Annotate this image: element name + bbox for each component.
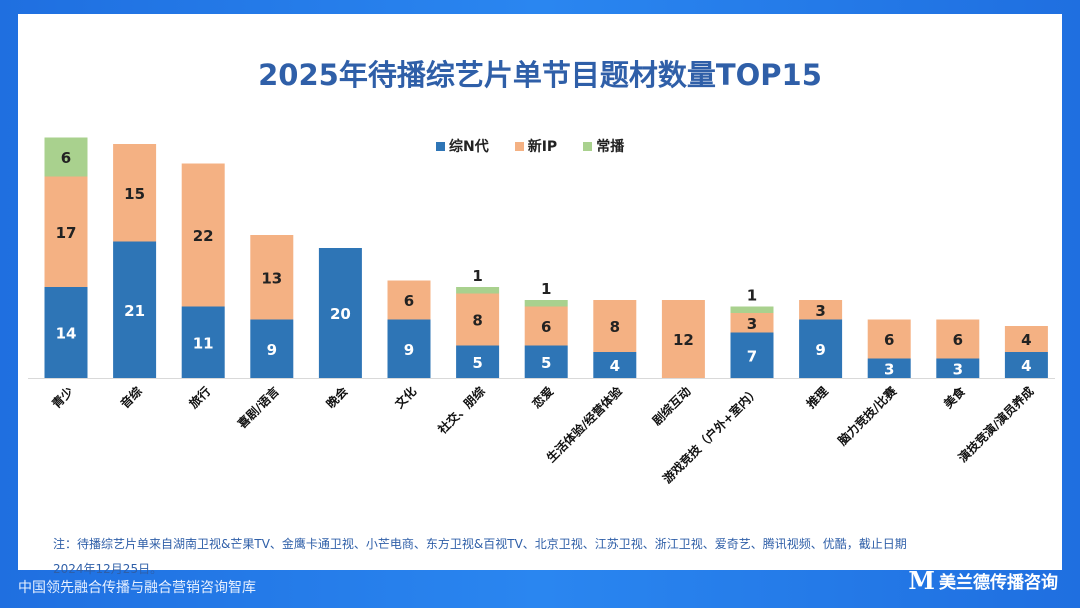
data-label-1-5: 6: [404, 292, 414, 310]
bar-1-3: [250, 235, 294, 320]
data-label-1-11: 3: [815, 302, 825, 320]
category-label-0: 青少: [49, 384, 77, 412]
footer-slogan: 中国领先融合传播与融合营销咨询智库: [18, 580, 256, 596]
bar-0-6: [456, 345, 500, 378]
bar-0-14: [1004, 352, 1048, 378]
bar-1-14: [1004, 326, 1048, 352]
data-label-2-0: 6: [61, 149, 71, 167]
data-label-1-9: 12: [673, 331, 694, 349]
bar-1-6: [456, 293, 500, 346]
bar-0-1: [113, 241, 157, 378]
legend-item-series-0: 综N代: [436, 136, 489, 156]
data-label-2-7: 1: [541, 280, 551, 298]
bar-0-10: [730, 332, 774, 378]
data-label-1-12: 6: [884, 331, 894, 349]
brand-logo-mark: M: [908, 565, 935, 595]
bar-0-13: [936, 358, 980, 378]
data-label-2-10: 1: [747, 287, 757, 305]
data-label-0-3: 9: [267, 341, 277, 359]
data-label-1-2: 22: [193, 227, 214, 245]
category-label-4: 晚会: [323, 383, 351, 411]
data-label-1-3: 13: [261, 269, 282, 287]
data-label-0-5: 9: [404, 341, 414, 359]
data-label-1-0: 17: [56, 224, 77, 242]
legend-item-series-2: 常播: [583, 136, 624, 156]
data-label-0-13: 3: [953, 360, 963, 378]
bar-0-3: [250, 319, 294, 378]
data-label-2-6: 1: [472, 267, 482, 285]
bar-2-10: [730, 306, 774, 313]
bar-1-8: [593, 300, 637, 352]
chart-title: 2025年待播综艺片单节目题材数量TOP15: [258, 58, 822, 92]
data-label-0-7: 5: [541, 354, 551, 372]
footnote-line-1: 注：待播综艺片单来自湖南卫视&芒果TV、金鹰卡通卫视、小芒电商、东方卫视&百视T…: [53, 537, 907, 551]
category-label-14: 演技竞演/演员养成: [955, 384, 1037, 466]
data-label-1-14: 4: [1021, 331, 1031, 349]
bar-2-7: [524, 300, 568, 307]
bar-1-13: [936, 319, 980, 359]
category-label-3: 喜剧/语言: [234, 384, 282, 432]
bar-1-5: [387, 280, 431, 320]
footnote: 注：待播综艺片单来自湖南卫视&芒果TV、金鹰卡通卫视、小芒电商、东方卫视&百视T…: [53, 532, 1033, 582]
bar-1-1: [113, 144, 157, 242]
legend-label-2: 常播: [596, 139, 625, 155]
data-label-0-14: 4: [1021, 357, 1031, 375]
bar-1-7: [524, 306, 568, 346]
bar-0-4: [318, 248, 362, 378]
data-label-0-6: 5: [472, 354, 482, 372]
data-label-0-12: 3: [884, 360, 894, 378]
bar-0-0: [44, 287, 88, 378]
data-label-1-13: 6: [953, 331, 963, 349]
bar-0-7: [524, 345, 568, 378]
bar-1-10: [730, 313, 774, 333]
category-label-7: 恋爱: [529, 384, 557, 412]
category-label-8: 生活体验/经营体验: [543, 383, 625, 465]
bar-0-5: [387, 319, 431, 378]
data-label-0-2: 11: [193, 334, 214, 352]
data-label-0-0: 14: [56, 325, 77, 343]
legend-label-0: 综N代: [449, 139, 489, 155]
bar-2-0: [44, 137, 88, 177]
legend-item-series-1: 新IP: [514, 136, 558, 156]
brand-logo: M 美兰德传播咨询: [908, 568, 1058, 593]
legend-swatch-1: [514, 141, 524, 151]
category-label-11: 推理: [803, 384, 831, 412]
bar-0-8: [593, 352, 637, 378]
category-label-1: 音综: [117, 384, 145, 412]
data-label-1-8: 8: [610, 318, 620, 336]
category-label-13: 美食: [940, 383, 968, 411]
data-label-0-1: 21: [124, 302, 145, 320]
category-label-2: 旅行: [186, 384, 214, 412]
legend-swatch-2: [583, 141, 593, 151]
data-label-0-8: 4: [610, 357, 620, 375]
data-label-1-6: 8: [472, 312, 482, 330]
bar-2-6: [456, 287, 500, 294]
bar-0-12: [867, 358, 911, 378]
bar-1-11: [799, 300, 843, 320]
data-label-1-1: 15: [124, 185, 145, 203]
data-label-0-11: 9: [815, 341, 825, 359]
bar-0-11: [799, 319, 843, 378]
bar-1-0: [44, 176, 88, 287]
brand-name: 美兰德传播咨询: [939, 573, 1058, 593]
category-label-9: 剧综互动: [649, 384, 694, 429]
data-label-1-7: 6: [541, 318, 551, 336]
bar-1-12: [867, 319, 911, 359]
category-label-5: 文化: [392, 384, 420, 412]
legend-swatch-0: [436, 141, 445, 151]
data-label-0-10: 7: [747, 347, 757, 365]
legend: 综N代 新IP 常播: [436, 136, 624, 156]
data-label-0-4: 20: [330, 305, 351, 323]
stacked-bar-chart: 14176青少2115音综1122旅行913喜剧/语言20晚会96文化581社交…: [28, 137, 1055, 486]
legend-label-1: 新IP: [527, 139, 558, 155]
footnote-line-2: 2024年12月25日。: [53, 562, 163, 576]
category-label-6: 社交、朋综: [434, 384, 488, 438]
category-label-12: 脑力竞技/比赛: [834, 383, 900, 449]
data-label-1-10: 3: [747, 315, 757, 333]
bar-1-9: [661, 300, 705, 378]
bar-0-2: [181, 306, 225, 378]
bar-1-2: [181, 163, 225, 307]
